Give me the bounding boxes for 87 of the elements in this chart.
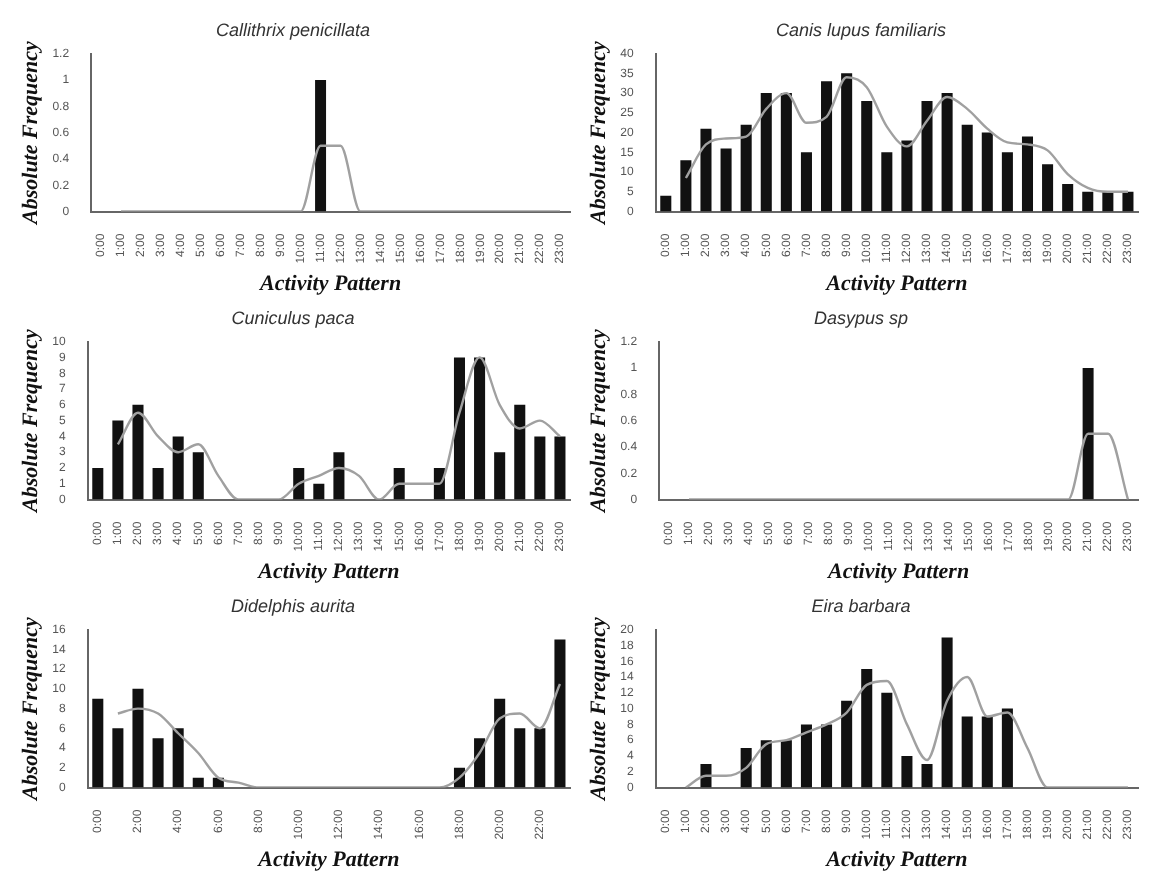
- bar: [861, 100, 873, 212]
- chart-title: Dasypus sp: [813, 307, 909, 328]
- bar: [981, 716, 993, 788]
- y-axis-title: Absolute Frequency: [18, 329, 43, 514]
- chart-title: Didelphis aurita: [230, 595, 356, 616]
- bar: [1001, 152, 1013, 212]
- bar: [861, 669, 873, 788]
- line-series: [116, 682, 562, 788]
- bar: [494, 452, 506, 500]
- bar: [680, 160, 692, 212]
- bar: [760, 740, 772, 788]
- bar: [514, 404, 526, 500]
- chart-title: Canis lupus familiaris: [775, 19, 948, 40]
- bar: [192, 452, 204, 500]
- y-axis-title: Absolute Frequency: [586, 617, 611, 802]
- bar: [881, 152, 893, 212]
- bar: [152, 738, 164, 788]
- bar: [132, 404, 144, 500]
- bar: [901, 755, 913, 788]
- bar: [534, 436, 546, 500]
- bar: [92, 467, 104, 500]
- bar: [881, 692, 893, 788]
- line-series: [684, 675, 1130, 788]
- bar: [660, 195, 672, 212]
- bar: [333, 452, 345, 500]
- bar: [760, 93, 772, 212]
- y-axis-title: Absolute Frequency: [18, 41, 43, 226]
- bar: [514, 728, 526, 788]
- bar: [841, 700, 853, 788]
- bar: [800, 152, 812, 212]
- x-axis-title: Activity Pattern: [256, 560, 400, 585]
- bar: [941, 637, 953, 788]
- bar: [821, 724, 833, 788]
- bar: [1122, 191, 1134, 212]
- x-axis-title: Activity Pattern: [825, 560, 970, 585]
- bar: [1021, 136, 1034, 212]
- bar: [1042, 164, 1054, 212]
- y-axis-title: Absolute Frequency: [586, 329, 611, 514]
- y-axis-title: Absolute Frequency: [18, 617, 43, 802]
- bar: [1001, 708, 1013, 788]
- bar: [453, 357, 466, 500]
- bar: [1082, 191, 1094, 212]
- bar: [172, 436, 184, 500]
- bar: [112, 420, 124, 500]
- bar: [1102, 191, 1114, 212]
- bar: [393, 467, 405, 500]
- bar: [700, 763, 712, 788]
- bar: [780, 740, 792, 788]
- bar: [112, 728, 124, 788]
- bar: [901, 140, 913, 212]
- bar: [172, 728, 184, 788]
- bar: [554, 436, 566, 500]
- bar: [132, 688, 144, 788]
- bar: [740, 748, 752, 788]
- bar: [740, 124, 752, 212]
- bar: [534, 728, 546, 788]
- x-axis-title: Activity Pattern: [256, 848, 400, 873]
- x-axis-title: Activity Pattern: [257, 272, 402, 297]
- bar: [152, 467, 164, 500]
- bar: [780, 93, 792, 212]
- bar: [821, 81, 833, 212]
- bar: [961, 124, 973, 212]
- bar: [494, 698, 506, 788]
- bar: [800, 724, 812, 788]
- y-axis-title: Absolute Frequency: [586, 41, 611, 226]
- bar: [720, 148, 732, 212]
- bar: [554, 639, 566, 788]
- bar: [941, 93, 953, 212]
- bar: [192, 777, 204, 788]
- x-axis-title: Activity Pattern: [824, 848, 968, 873]
- line-series: [684, 76, 1130, 194]
- bar: [841, 73, 853, 212]
- bar: [921, 763, 933, 788]
- bar: [961, 716, 973, 788]
- bar: [313, 483, 325, 500]
- chart-title: Cuniculus paca: [231, 307, 355, 328]
- bar: [474, 738, 486, 788]
- bar: [474, 357, 486, 500]
- x-axis-title: Activity Pattern: [824, 272, 968, 297]
- bar: [921, 100, 933, 212]
- bar: [92, 698, 104, 788]
- bar: [981, 132, 993, 212]
- bar: [1062, 183, 1074, 212]
- bar: [700, 128, 712, 212]
- line-series: [116, 356, 562, 500]
- chart-title: Callithrix penicillata: [215, 19, 371, 40]
- chart-title: Eira barbara: [811, 595, 911, 616]
